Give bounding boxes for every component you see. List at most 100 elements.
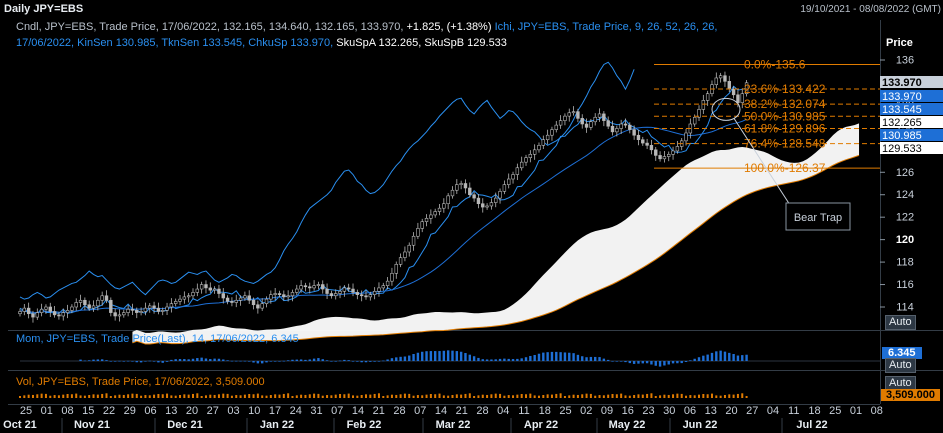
candle-body: [96, 299, 100, 307]
candle-body: [524, 157, 528, 163]
momentum-bar: [598, 357, 601, 361]
volume-bar: [317, 393, 320, 398]
date-tick-label: 25: [829, 405, 841, 417]
candle-body: [48, 306, 52, 312]
volume-bar: [313, 393, 316, 398]
momentum-bar: [269, 361, 273, 362]
candle-body: [528, 154, 533, 158]
candle-body: [442, 203, 446, 209]
volume-bar: [728, 394, 731, 398]
momentum-bar: [658, 361, 662, 367]
momentum-bar: [217, 358, 221, 361]
date-tick-label: 31: [310, 405, 322, 417]
price-tick-label: 120: [896, 234, 914, 246]
momentum-bar: [204, 358, 208, 361]
value-label-text: 133.970: [882, 91, 922, 103]
volume-bar: [451, 395, 454, 398]
candle-body: [260, 303, 264, 309]
momentum-bar: [568, 352, 571, 361]
volume-bar: [468, 393, 471, 398]
momentum-bar: [689, 360, 692, 361]
volume-bar: [114, 395, 117, 398]
momentum-bar: [606, 359, 610, 361]
momentum-bar: [243, 360, 247, 362]
month-label: Jan 22: [260, 419, 294, 431]
momentum-bar: [105, 360, 108, 361]
date-axis: 25 01 08 15 22 29 06 13 20 27 03 10 17 24 31 07 14 21 28 07…: [3, 405, 883, 433]
volume-value: 3,509.000: [881, 389, 940, 401]
volume-bar: [455, 394, 458, 398]
candle-body: [316, 284, 321, 286]
momentum-bar: [416, 352, 420, 361]
volume-bar: [377, 393, 380, 398]
momentum-bar: [498, 358, 502, 361]
momentum-bar: [589, 356, 593, 361]
momentum-bar: [697, 357, 701, 361]
date-tick-label: 20: [186, 405, 198, 417]
momentum-bar: [148, 360, 151, 362]
candle-body: [511, 174, 515, 180]
momentum-bar: [468, 354, 471, 361]
volume-bar: [550, 394, 553, 398]
volume-bar: [490, 394, 493, 398]
momentum-bar: [113, 361, 117, 362]
candle-body: [628, 124, 632, 130]
momentum-bar: [83, 360, 87, 362]
momentum-bar: [330, 361, 333, 362]
volume-bar: [304, 394, 307, 398]
volume-bar: [628, 395, 631, 398]
volume-auto-button[interactable]: Auto: [885, 376, 916, 391]
candle-body: [545, 134, 550, 141]
momentum-bar: [299, 359, 303, 361]
momentum-bar: [421, 351, 424, 361]
candle-body: [372, 290, 377, 295]
date-tick-label: 14: [435, 405, 447, 417]
volume-bar: [308, 394, 311, 398]
volume-bar: [386, 395, 389, 398]
price-tick-label: 136: [896, 55, 914, 67]
candle-body: [416, 228, 420, 237]
momentum-bar: [399, 356, 402, 361]
volume-bar: [611, 394, 614, 398]
momentum-bar: [442, 350, 446, 361]
volume-bar: [213, 394, 216, 398]
volume-bar: [144, 395, 147, 398]
volume-bar: [633, 395, 636, 398]
volume-bar: [421, 395, 424, 398]
candle-body: [351, 288, 355, 293]
volume-bar: [494, 393, 497, 398]
volume-bar: [516, 394, 519, 398]
cloud-area: [132, 123, 860, 345]
fib-level-label: 38.2%-132.074: [744, 97, 826, 111]
volume-bar: [243, 394, 246, 398]
momentum-bar: [135, 361, 138, 363]
date-tick-label: 04: [767, 405, 779, 417]
volume-bar: [620, 393, 623, 398]
momentum-bar: [684, 361, 688, 362]
volume-bar: [170, 395, 173, 398]
volume-bar: [607, 394, 610, 398]
volume-bar: [408, 393, 411, 398]
candle-body: [736, 94, 740, 103]
candle-body: [593, 116, 597, 123]
auto-scale-button[interactable]: Auto: [885, 315, 916, 330]
candle-body: [532, 149, 537, 155]
date-tick-label: 23: [642, 405, 654, 417]
momentum-bar: [706, 354, 709, 361]
candle-body: [433, 211, 437, 216]
candle-body: [455, 184, 459, 191]
momentum-value: 6.345: [882, 347, 922, 359]
candle-body: [70, 306, 74, 311]
volume-bar: [183, 394, 186, 398]
candle-body: [57, 314, 61, 317]
candle-body: [238, 297, 243, 301]
date-tick-label: 21: [456, 405, 468, 417]
momentum-bar: [667, 361, 670, 365]
momentum-bar: [594, 356, 597, 361]
momentum-auto-button[interactable]: Auto: [885, 358, 916, 373]
candle-body: [398, 257, 403, 265]
candle-body: [658, 155, 662, 160]
candle-body: [247, 295, 251, 301]
momentum-bar: [334, 361, 337, 362]
